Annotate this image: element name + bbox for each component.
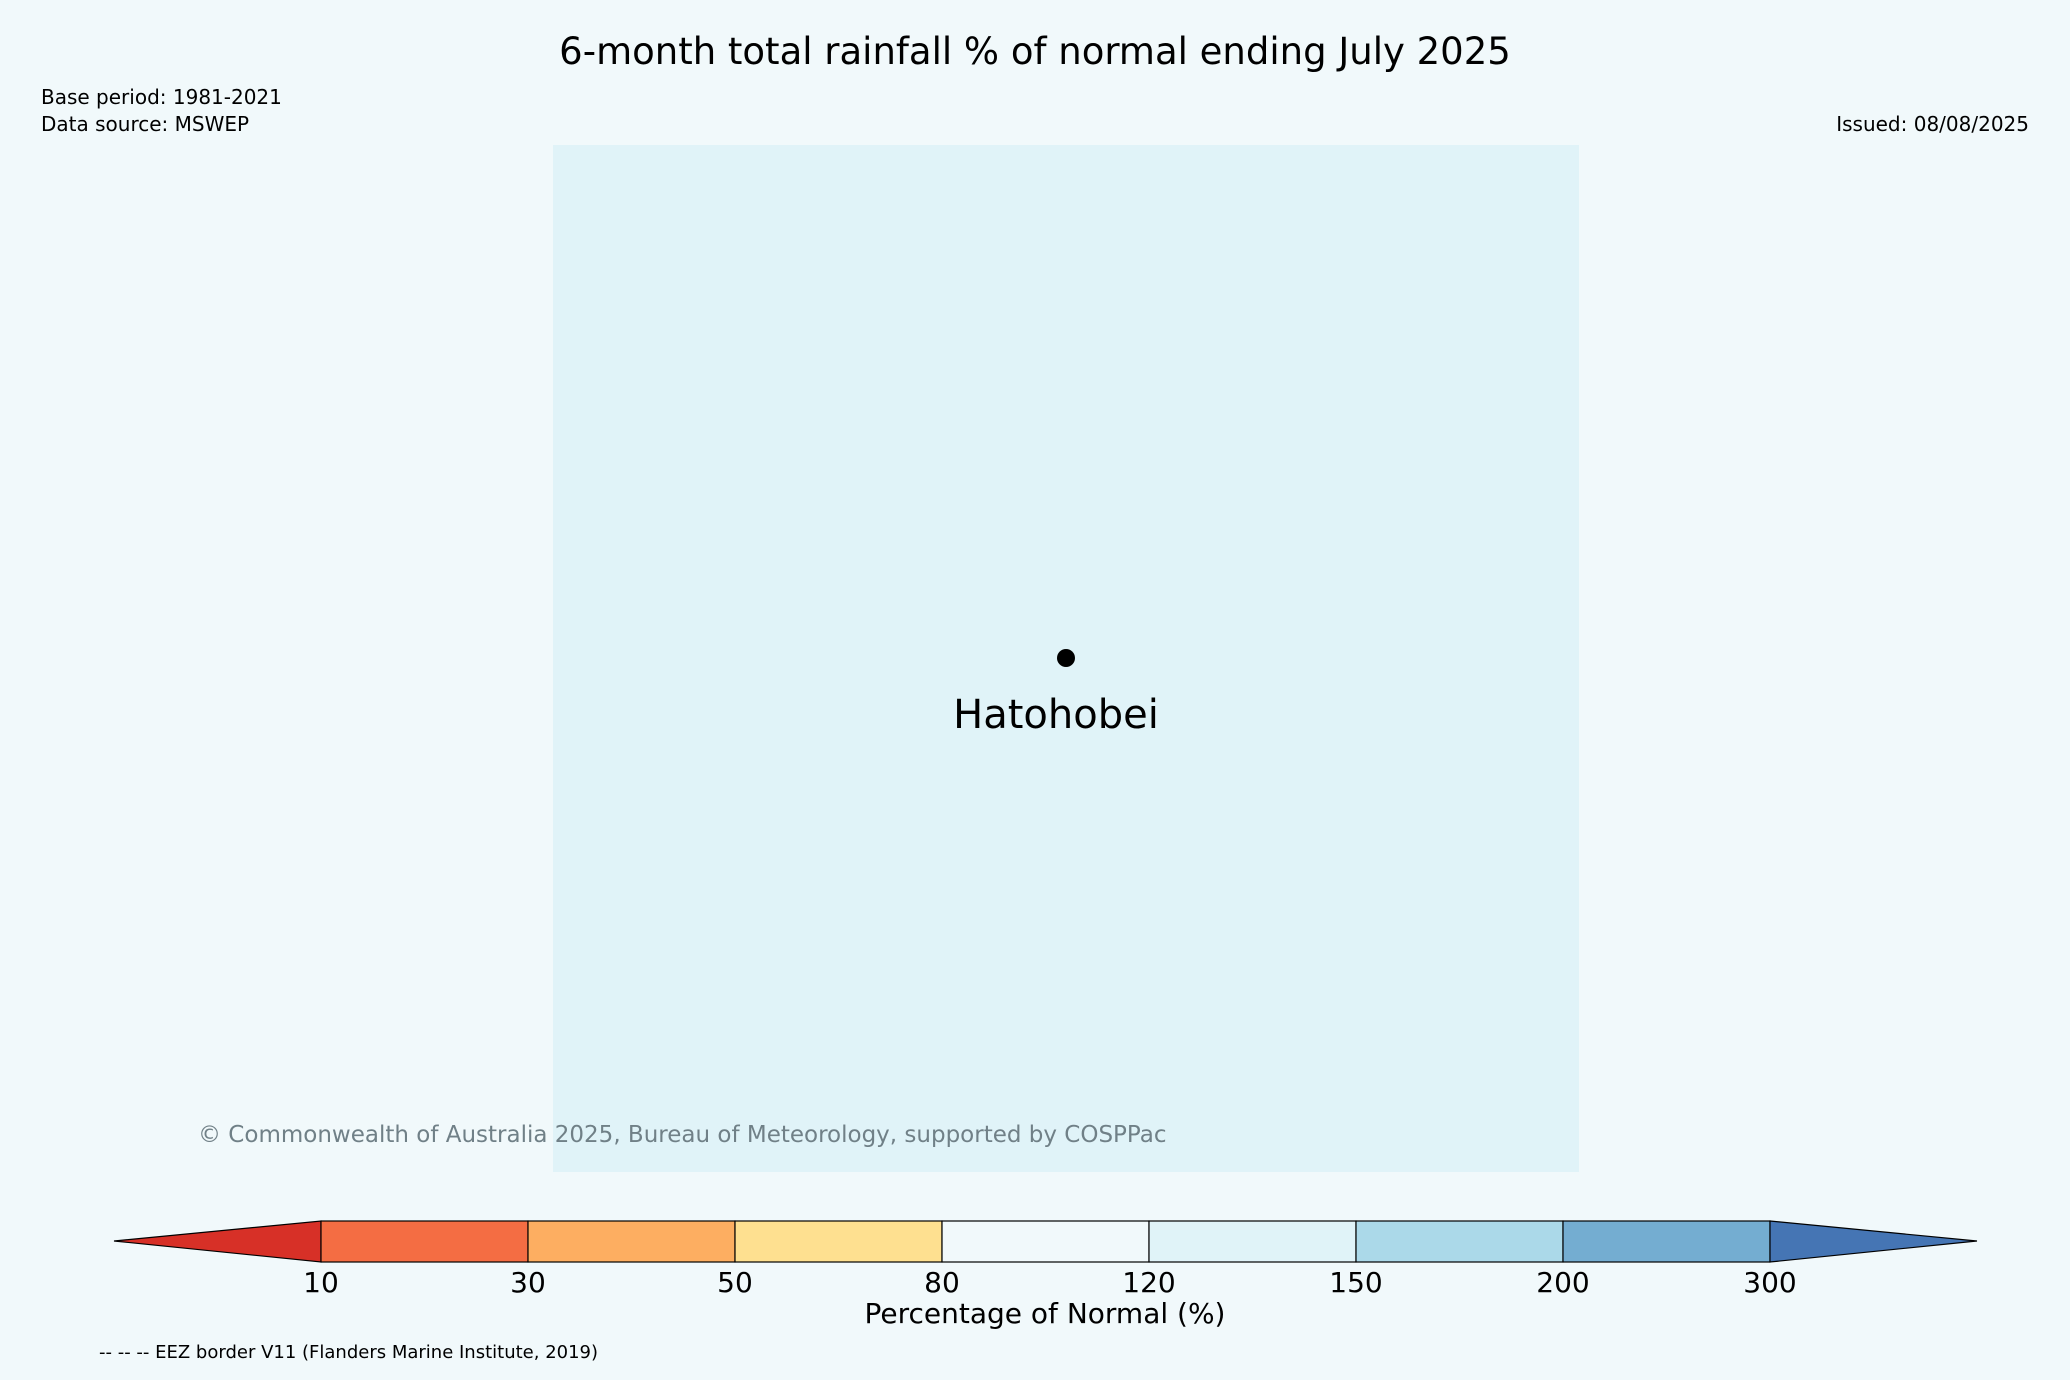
colorbar-bin bbox=[1148, 1220, 1357, 1263]
eez-note: -- -- -- EEZ border V11 (Flanders Marine… bbox=[99, 1342, 599, 1363]
colorbar-label: Percentage of Normal (%) bbox=[864, 1297, 1226, 1330]
colorbar-tick-label: 150 bbox=[1329, 1266, 1383, 1299]
copyright-notice: © Commonwealth of Australia 2025, Bureau… bbox=[198, 1122, 1167, 1148]
issued-date: Issued: 08/08/2025 bbox=[1836, 112, 2029, 136]
colorbar-bin bbox=[1355, 1220, 1564, 1263]
colorbar bbox=[113, 1220, 1978, 1263]
colorbar-bin bbox=[734, 1220, 943, 1263]
colorbar-bin bbox=[320, 1220, 529, 1263]
colorbar-tick-label: 80 bbox=[924, 1266, 960, 1299]
colorbar-bin bbox=[527, 1220, 736, 1263]
colorbar-tick-label: 10 bbox=[303, 1266, 339, 1299]
colorbar-tick-label: 300 bbox=[1743, 1266, 1797, 1299]
colorbar-extend-low bbox=[113, 1220, 322, 1263]
colorbar-extend-high bbox=[1769, 1220, 1978, 1263]
colorbar-bin bbox=[1562, 1220, 1771, 1263]
colorbar-tick-label: 120 bbox=[1122, 1266, 1176, 1299]
base-period-note: Base period: 1981-2021 bbox=[41, 85, 282, 109]
colorbar-bin bbox=[941, 1220, 1150, 1263]
location-label: Hatohobei bbox=[953, 692, 1159, 738]
data-source-note: Data source: MSWEP bbox=[41, 112, 250, 136]
location-marker bbox=[1057, 649, 1075, 667]
map-title: 6-month total rainfall % of normal endin… bbox=[559, 30, 1511, 73]
colorbar-tick-label: 30 bbox=[510, 1266, 546, 1299]
colorbar-tick-label: 200 bbox=[1536, 1266, 1590, 1299]
colorbar-tick-label: 50 bbox=[717, 1266, 753, 1299]
